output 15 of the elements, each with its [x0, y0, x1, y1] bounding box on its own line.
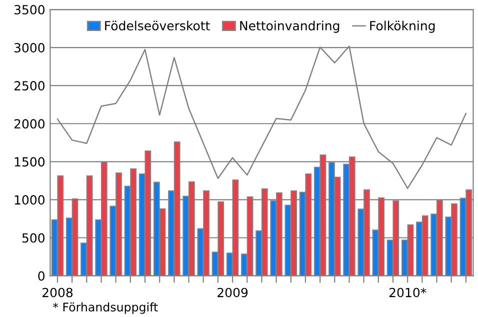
x-tick-label: 2009: [218, 288, 248, 298]
y-tick-label: 3500: [14, 4, 44, 14]
x-tick-label: 2010*: [389, 288, 426, 298]
y-tick-label: 1500: [14, 157, 44, 167]
legend-label: Nettoinvandring: [240, 20, 340, 33]
x-tick-label: 2008: [42, 288, 73, 298]
y-tick-label: 0: [38, 271, 44, 281]
y-tick-label: 2500: [14, 81, 44, 91]
y-tick-label: 3000: [14, 43, 44, 52]
legend-label: Födelseöverskott: [105, 20, 210, 30]
legend-label: Folkökning: [370, 20, 435, 33]
y-tick-label: 2000: [14, 119, 44, 129]
y-tick-label: 500: [22, 233, 44, 243]
text: * Förhandsuppgift: [52, 302, 158, 314]
y-tick-label: 1000: [14, 195, 44, 205]
